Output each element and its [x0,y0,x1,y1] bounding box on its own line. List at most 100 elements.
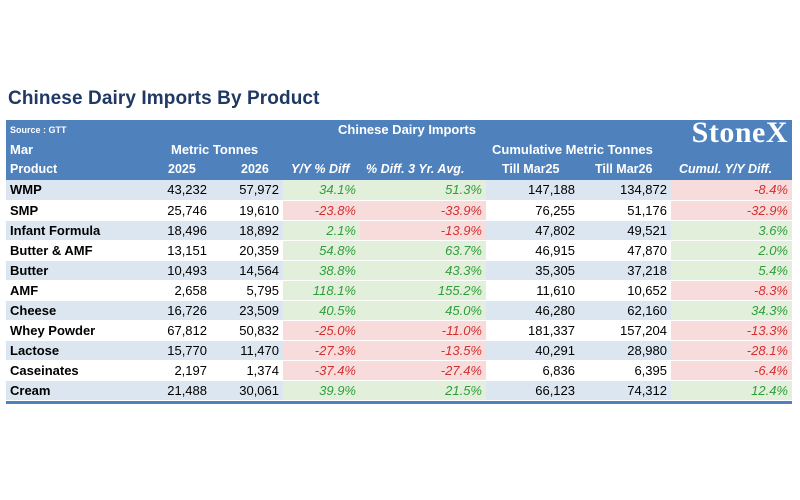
value-2025: 10,493 [156,260,211,281]
cumul-yoy-diff: 3.6% [671,220,792,241]
product-name: WMP [6,180,156,201]
value-2025: 15,770 [156,340,211,361]
table-header: Source : GTT Chinese Dairy Imports Stone… [6,116,792,180]
till-mar26: 28,980 [579,340,671,361]
till-mar25: 181,337 [486,320,579,341]
diff-3yr-avg: 63.7% [360,240,486,261]
diff-3yr-avg: -33.9% [360,200,486,221]
till-mar26: 134,872 [579,180,671,201]
till-mar26: 6,395 [579,360,671,381]
metric-tonnes-label: Metric Tonnes [171,142,259,157]
cumul-yoy-diff: -32.9% [671,200,792,221]
column-header-2025: 2025 [168,162,196,176]
till-mar25: 40,291 [486,340,579,361]
yoy-diff: 2.1% [283,220,360,241]
value-2026: 5,795 [211,280,283,301]
yoy-diff: 38.8% [283,260,360,281]
period-label: Mar [10,142,34,157]
till-mar26: 157,204 [579,320,671,341]
cumul-yoy-diff: 12.4% [671,380,792,401]
till-mar26: 74,312 [579,380,671,401]
yoy-diff: -37.4% [283,360,360,381]
value-2025: 43,232 [156,180,211,201]
header-row-1: Source : GTT Chinese Dairy Imports Stone… [6,116,792,149]
till-mar25: 46,280 [486,300,579,321]
product-name: Cheese [6,300,156,321]
value-2026: 19,610 [211,200,283,221]
column-header-product: Product [10,162,58,176]
column-header-2026: 2026 [241,162,269,176]
till-mar25: 11,610 [486,280,579,301]
diff-3yr-avg: 155.2% [360,280,486,301]
value-2026: 1,374 [211,360,283,381]
yoy-diff: 54.8% [283,240,360,261]
product-name: AMF [6,280,156,301]
cumul-yoy-diff: 2.0% [671,240,792,261]
value-2025: 67,812 [156,320,211,341]
table-group-title: Chinese Dairy Imports [338,122,476,137]
column-header-till-mar25: Till Mar25 [502,162,560,176]
stonex-logo: StoneX [691,116,788,149]
diff-3yr-avg: -13.9% [360,220,486,241]
till-mar26: 51,176 [579,200,671,221]
cumul-yoy-diff: -6.4% [671,360,792,381]
column-header-cumul-diff: Cumul. Y/Y Diff. [679,162,773,176]
diff-3yr-avg: 51.3% [360,180,486,201]
yoy-diff: 118.1% [283,280,360,301]
column-header-3yr-avg: % Diff. 3 Yr. Avg. [366,162,465,176]
till-mar25: 147,188 [486,180,579,201]
diff-3yr-avg: 43.3% [360,260,486,281]
cumul-yoy-diff: -8.3% [671,280,792,301]
header-row-3: Product 2025 2026 Y/Y % Diff % Diff. 3 Y… [6,160,792,180]
yoy-diff: 40.5% [283,300,360,321]
table-row: Lactose 15,770 11,470 -27.3% -13.5% 40,291 28,… [6,340,792,361]
value-2026: 30,061 [211,380,283,401]
value-2026: 23,509 [211,300,283,321]
table-row: SMP 25,746 19,610 -23.8% -33.9% 76,255 51,176-… [6,200,792,221]
yoy-diff: -27.3% [283,340,360,361]
header-row-2: Mar Metric Tonnes Cumulative Metric Tonn… [6,140,792,160]
product-name: SMP [6,200,156,221]
table-row: Butter 10,493 14,564 38.8% 43.3% 35,305 37,218… [6,260,792,281]
till-mar26: 37,218 [579,260,671,281]
diff-3yr-avg: 45.0% [360,300,486,321]
till-mar26: 49,521 [579,220,671,241]
value-2026: 20,359 [211,240,283,261]
value-2026: 11,470 [211,340,283,361]
value-2025: 18,496 [156,220,211,241]
table-row: Infant Formula 18,496 18,892 2.1% -13.9% 47,8… [6,220,792,241]
till-mar25: 6,836 [486,360,579,381]
till-mar26: 62,160 [579,300,671,321]
diff-3yr-avg: -11.0% [360,320,486,341]
value-2026: 50,832 [211,320,283,341]
value-2025: 2,658 [156,280,211,301]
diff-3yr-avg: 21.5% [360,380,486,401]
cumulative-label: Cumulative Metric Tonnes [492,142,653,157]
imports-table: Source : GTT Chinese Dairy Imports Stone… [6,116,792,404]
till-mar25: 47,802 [486,220,579,241]
value-2025: 25,746 [156,200,211,221]
product-name: Lactose [6,340,156,361]
table-footer-bar [6,400,792,404]
yoy-diff: 34.1% [283,180,360,201]
table-row: Cream 21,488 30,061 39.9% 21.5% 66,123 74,312 1… [6,380,792,401]
table-row: Butter & AMF 13,151 20,359 54.8% 63.7% 46,915… [6,240,792,261]
yoy-diff: -23.8% [283,200,360,221]
product-name: Whey Powder [6,320,156,341]
value-2026: 57,972 [211,180,283,201]
cumul-yoy-diff: -13.3% [671,320,792,341]
source-label: Source : GTT [10,125,67,135]
data-table: WMP 43,232 57,972 34.1% 51.3% 147,188 134,872-… [6,180,792,401]
product-name: Infant Formula [6,220,156,241]
value-2025: 21,488 [156,380,211,401]
column-header-yoy: Y/Y % Diff [291,162,350,176]
product-name: Butter & AMF [6,240,156,261]
cumul-yoy-diff: -28.1% [671,340,792,361]
value-2025: 2,197 [156,360,211,381]
diff-3yr-avg: -27.4% [360,360,486,381]
value-2025: 13,151 [156,240,211,261]
till-mar25: 35,305 [486,260,579,281]
value-2025: 16,726 [156,300,211,321]
cumul-yoy-diff: 34.3% [671,300,792,321]
yoy-diff: -25.0% [283,320,360,341]
